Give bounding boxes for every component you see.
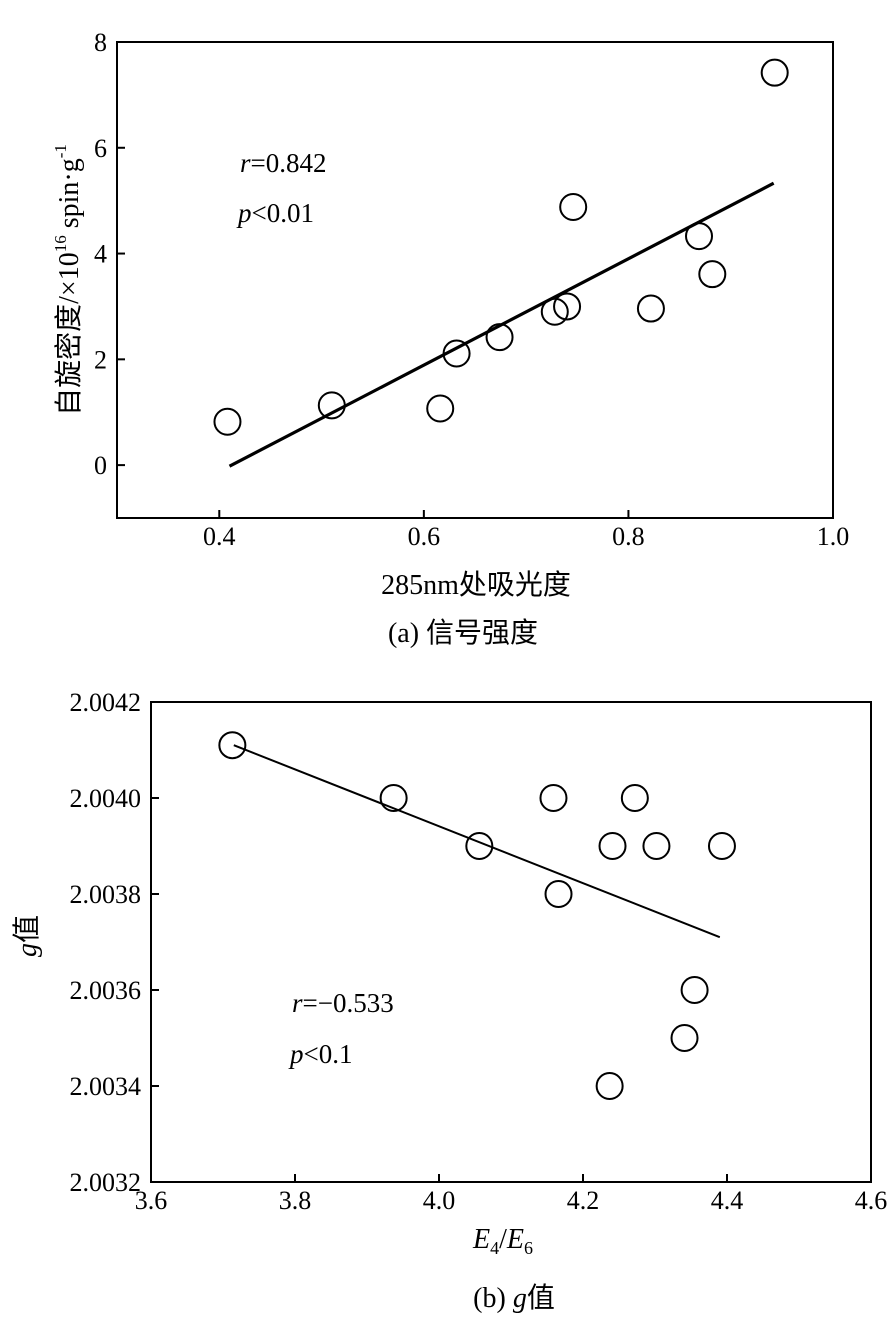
p-label-a: p<0.01 [236, 198, 314, 228]
data-point [539, 784, 568, 812]
x-tick-label: 4.6 [855, 1186, 888, 1215]
r-label-a: r=0.842 [240, 148, 327, 178]
x-axis-b: 3.6 3.8 4.0 4.2 4.4 4.6 [135, 1174, 888, 1215]
y-tick-label: 2.0036 [70, 976, 142, 1005]
y-tick-label: 2.0042 [70, 688, 142, 717]
y-tick-label: 4 [94, 240, 107, 269]
x-tick-label: 0.6 [408, 522, 441, 551]
x-tick-label: 4.4 [711, 1186, 744, 1215]
r-label-b: r=−0.533 [292, 988, 394, 1018]
points-b [218, 731, 736, 1100]
caption-b: (b) g值 [473, 1282, 555, 1314]
data-point [442, 339, 471, 368]
y-tick-label: 2.0032 [70, 1168, 142, 1197]
data-point [317, 391, 346, 420]
data-point [553, 292, 582, 321]
data-point [707, 832, 736, 860]
data-point [680, 976, 709, 1004]
y-axis-label-a: 自旋密度/×1016 spin·g-1 [51, 144, 85, 416]
x-tick-label: 0.4 [203, 522, 236, 551]
y-tick-label: 2.0034 [70, 1072, 142, 1101]
y-axis-b: 2.0032 2.0034 2.0036 2.0038 2.0040 2.0042 [70, 688, 159, 1197]
data-point [760, 58, 789, 87]
y-axis-a: 0 2 4 6 8 [94, 28, 125, 480]
data-point [636, 294, 665, 323]
data-point [620, 784, 649, 812]
data-point [426, 394, 455, 423]
x-tick-label: 3.8 [279, 1186, 312, 1215]
data-point [559, 193, 588, 222]
x-axis-a: 0.4 0.6 0.8 1.0 [203, 510, 849, 551]
chart-b: 2.0032 2.0034 2.0036 2.0038 2.0040 2.0042 3.6… [11, 688, 887, 1314]
data-point [670, 1024, 699, 1052]
data-point [544, 880, 573, 908]
regression-line [233, 744, 721, 939]
data-point [595, 1072, 624, 1100]
y-tick-label: 6 [94, 134, 107, 163]
y-tick-label: 8 [94, 28, 107, 57]
plot-frame-b [150, 701, 872, 1183]
y-tick-label: 2.0040 [70, 784, 142, 813]
data-point [218, 731, 247, 760]
data-point [465, 832, 494, 860]
p-label-b: p<0.1 [288, 1039, 352, 1069]
x-tick-label: 4.0 [423, 1186, 456, 1215]
data-point [485, 323, 514, 352]
y-tick-label: 2.0038 [70, 880, 142, 909]
data-point [685, 222, 714, 251]
data-point [642, 832, 671, 860]
x-tick-label: 0.8 [612, 522, 645, 551]
data-point [213, 407, 242, 436]
x-axis-label-b: E4/E6 [472, 1224, 533, 1258]
data-point [698, 260, 727, 289]
data-point [598, 832, 627, 860]
y-tick-label: 2 [94, 345, 107, 374]
y-tick-label: 0 [94, 451, 107, 480]
x-tick-label: 3.6 [135, 1186, 168, 1215]
x-tick-label: 4.2 [567, 1186, 600, 1215]
y-axis-label-b: g值 [11, 915, 43, 957]
caption-a: (a) 信号强度 [388, 617, 538, 649]
x-axis-label-a: 285nm处吸光度 [381, 569, 571, 601]
fit-line-b [233, 744, 721, 939]
data-point [540, 297, 569, 326]
data-point [379, 784, 408, 812]
x-tick-label: 1.0 [817, 522, 850, 551]
chart-a: 0 2 4 6 8 0.4 0.6 0.8 1.0 r=0.842 p<0.01 自旋密度/×… [51, 28, 849, 649]
points-a [213, 58, 789, 436]
plot-frame-a [116, 41, 834, 519]
